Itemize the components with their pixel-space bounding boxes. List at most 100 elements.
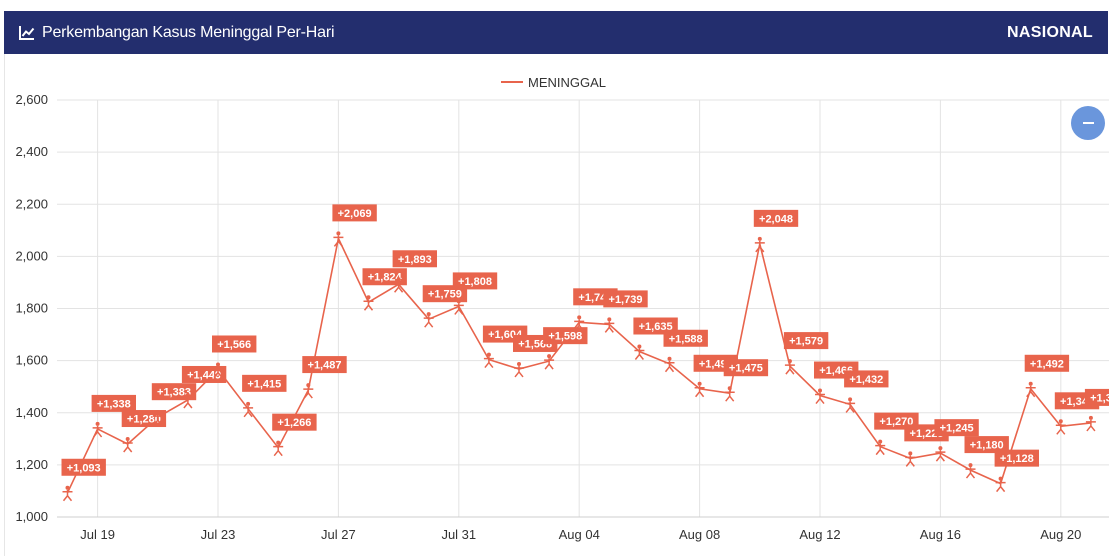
- y-tick-label: 1,400: [15, 405, 48, 420]
- x-tick-label: Jul 19: [80, 527, 115, 542]
- data-label: +1,739: [609, 294, 643, 306]
- data-label: +1,245: [940, 423, 974, 435]
- data-point[interactable]: +1,492: [1024, 354, 1070, 398]
- marker-head: [185, 392, 190, 397]
- data-label: +1,475: [729, 363, 763, 375]
- data-label-box: [242, 374, 287, 392]
- y-tick-label: 2,200: [15, 196, 48, 211]
- marker-body: [453, 303, 464, 315]
- marker-body: [664, 360, 675, 373]
- data-label-box: [543, 327, 588, 345]
- data-point[interactable]: +1,266: [272, 413, 317, 457]
- y-tick-label: 1,000: [15, 509, 48, 524]
- marker-body: [995, 480, 1006, 493]
- chart-title: Perkembangan Kasus Meninggal Per-Hari: [42, 23, 335, 41]
- data-label-box: [723, 359, 769, 377]
- data-label: +1,893: [398, 254, 432, 266]
- marker-head: [517, 361, 521, 366]
- data-label: +1,579: [789, 336, 823, 348]
- chart-panel: 1,000 1,200 1,400 1,600 1,800 2,000 2,200 2,400…: [4, 54, 1109, 556]
- death-cases-line-chart: 1,000 1,200 1,400 1,600 1,800 2,000 2,200 2,400…: [15, 75, 1109, 542]
- data-point[interactable]: +1,588: [663, 329, 708, 373]
- data-label-box: [934, 419, 979, 437]
- data-point[interactable]: +1,093: [61, 458, 106, 502]
- marker-head: [95, 421, 100, 426]
- data-label: +1,598: [548, 331, 582, 343]
- data-label: +1,487: [308, 360, 342, 372]
- data-point[interactable]: +1,245: [934, 419, 979, 462]
- marker-body: [483, 356, 494, 369]
- y-tick-label: 2,400: [15, 144, 48, 159]
- data-point[interactable]: +1,739: [603, 290, 648, 333]
- data-label: +1,492: [1030, 358, 1064, 370]
- marker-head: [1088, 415, 1093, 420]
- marker-body: [182, 396, 193, 409]
- data-point[interactable]: +1,475: [723, 359, 769, 402]
- data-point[interactable]: +1,180: [964, 436, 1009, 479]
- data-point[interactable]: +1,566: [212, 335, 257, 378]
- marker-head: [818, 388, 822, 393]
- marker-body: [724, 390, 735, 402]
- marker-head: [246, 401, 251, 406]
- x-tick-label: Aug 12: [799, 527, 840, 542]
- data-label-box: [663, 329, 708, 347]
- data-label: +1,093: [67, 462, 101, 474]
- marker-head: [697, 381, 702, 386]
- legend-label: MENINGGAL: [528, 75, 606, 90]
- data-label-box: [61, 458, 106, 476]
- marker-body: [92, 425, 103, 438]
- marker-head: [426, 312, 431, 317]
- legend[interactable]: MENINGGAL: [501, 75, 606, 90]
- y-tick-label: 2,000: [15, 248, 48, 263]
- marker-body: [815, 392, 825, 405]
- data-label: +1,432: [849, 374, 883, 386]
- data-point[interactable]: +2,069: [332, 204, 377, 247]
- data-point[interactable]: +1,383: [151, 383, 197, 426]
- data-label: +1,415: [247, 378, 281, 390]
- x-tick-label: Jul 27: [321, 527, 356, 542]
- data-point[interactable]: +1,598: [543, 327, 588, 370]
- data-point[interactable]: +1,449: [181, 365, 227, 409]
- data-label-box: [302, 356, 347, 374]
- data-label-box: [994, 449, 1039, 467]
- data-point[interactable]: +1,487: [302, 356, 347, 399]
- data-point[interactable]: +1,759: [422, 285, 468, 328]
- marker-head: [1028, 381, 1033, 386]
- data-point[interactable]: +1,415: [242, 374, 287, 418]
- marker-body: [935, 450, 946, 462]
- data-point[interactable]: +1,128: [994, 449, 1039, 493]
- marker-head: [787, 359, 792, 364]
- marker-body: [393, 281, 404, 293]
- data-label: +1,588: [669, 333, 703, 345]
- data-label-box: [844, 370, 889, 388]
- data-label: +1,338: [97, 398, 131, 410]
- marker-body: [303, 387, 314, 399]
- marker-head: [577, 315, 582, 320]
- marker-head: [938, 446, 943, 451]
- marker-head: [667, 356, 672, 361]
- data-point[interactable]: +1,808: [452, 272, 498, 315]
- marker-head: [366, 295, 371, 300]
- marker-head: [998, 476, 1003, 481]
- data-label: +1,361: [1090, 392, 1109, 404]
- data-point[interactable]: +1,893: [392, 250, 437, 293]
- line-chart-icon: [18, 24, 36, 42]
- data-point[interactable]: +1,338: [91, 394, 136, 438]
- data-point[interactable]: +1,432: [844, 370, 889, 413]
- data-label: +1,128: [1000, 453, 1034, 465]
- data-label-box: [212, 335, 257, 353]
- data-label: +1,808: [458, 276, 492, 288]
- zoom-out-button[interactable]: [1071, 106, 1105, 140]
- data-label-box: [603, 290, 648, 308]
- data-point[interactable]: +1,361: [1084, 388, 1109, 432]
- data-point[interactable]: +1,579: [783, 332, 829, 375]
- marker-head: [155, 410, 160, 415]
- y-tick-label: 1,800: [15, 301, 48, 316]
- marker-head: [727, 386, 732, 391]
- marker-body: [333, 235, 344, 247]
- marker-head: [486, 352, 491, 357]
- data-label: +1,266: [277, 417, 311, 429]
- data-point[interactable]: +1,824: [362, 268, 407, 311]
- data-point[interactable]: +2,048: [753, 209, 799, 253]
- marker-head: [547, 354, 552, 359]
